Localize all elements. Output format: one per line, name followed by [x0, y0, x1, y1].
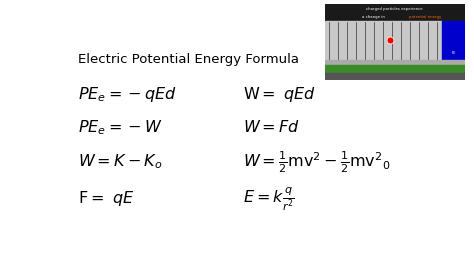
- Text: $\mathrm{W=}\ qEd$: $\mathrm{W=}\ qEd$: [243, 85, 316, 104]
- Text: $PE_e = -W$: $PE_e = -W$: [78, 118, 162, 136]
- Text: $W = K - K_o$: $W = K - K_o$: [78, 153, 162, 171]
- Text: PE: PE: [451, 51, 456, 55]
- Text: Electric Potential Energy Formula: Electric Potential Energy Formula: [78, 53, 299, 66]
- Text: potential energy: potential energy: [409, 15, 441, 19]
- Text: $E = k\frac{q}{r^2}$: $E = k\frac{q}{r^2}$: [243, 185, 294, 213]
- Bar: [325, 73, 465, 80]
- Text: $\mathrm{F=}\ qE$: $\mathrm{F=}\ qE$: [78, 189, 134, 208]
- Text: $PE_e = -qEd$: $PE_e = -qEd$: [78, 85, 176, 104]
- Bar: [325, 65, 465, 74]
- Bar: [325, 21, 442, 61]
- Bar: [325, 4, 465, 21]
- Text: a change in: a change in: [362, 15, 386, 19]
- Bar: [325, 60, 465, 66]
- Text: $W = Fd$: $W = Fd$: [243, 119, 300, 135]
- Text: charged particles experience: charged particles experience: [366, 7, 423, 11]
- Text: $W = \frac{1}{2}\mathrm{mv}^2 - \frac{1}{2}\mathrm{mv}^2{}_0$: $W = \frac{1}{2}\mathrm{mv}^2 - \frac{1}…: [243, 149, 390, 175]
- Bar: [442, 21, 465, 61]
